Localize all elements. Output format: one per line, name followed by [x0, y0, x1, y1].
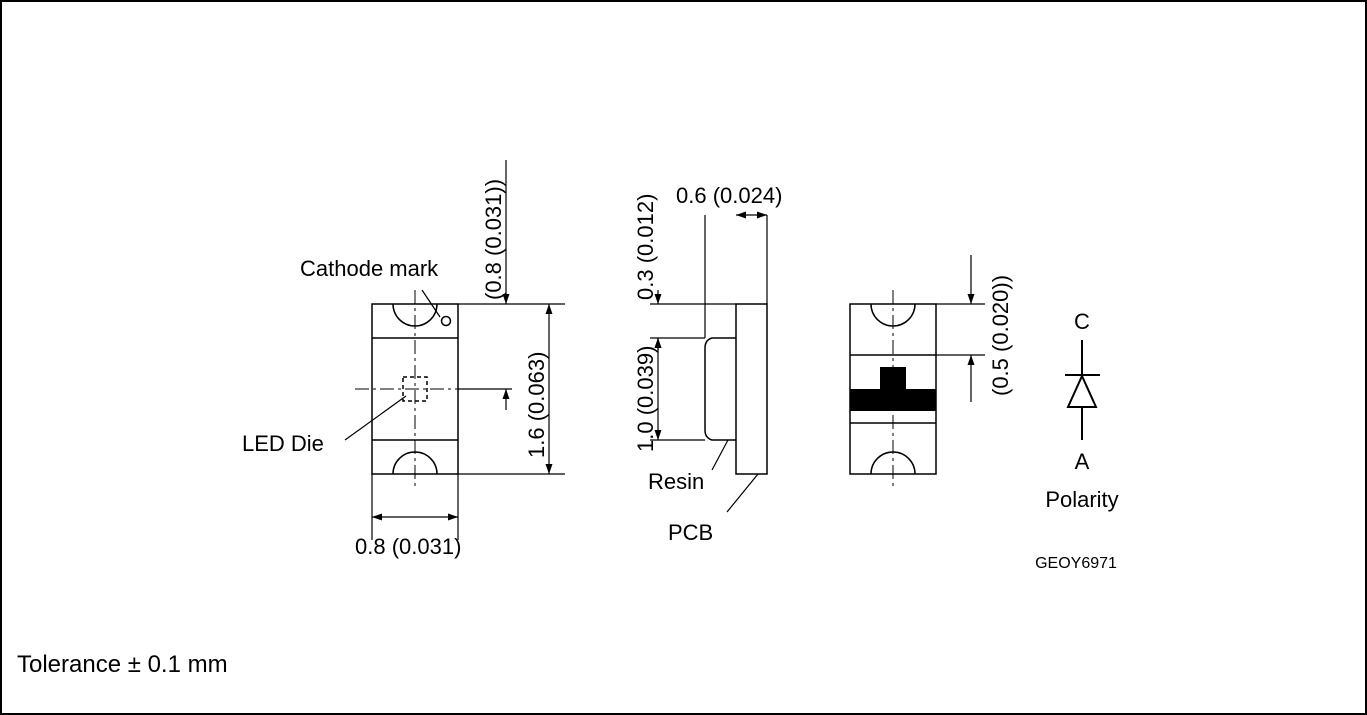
polarity-label: Polarity: [1045, 487, 1118, 512]
pcb-label: PCB: [668, 520, 713, 545]
dim-top-height: (0.8 (0.031)): [481, 179, 506, 300]
dim-pad: (0.5 (0.020)): [988, 275, 1013, 396]
resin-label: Resin: [648, 469, 704, 494]
tolerance-note: Tolerance ± 0.1 mm: [17, 651, 228, 678]
cathode-mark-icon: [440, 315, 452, 327]
top-view: [355, 290, 475, 490]
dim-width-bottom: 0.8 (0.031): [355, 534, 461, 559]
dim-side-width: 0.6 (0.024): [676, 183, 782, 208]
resin-body: [704, 337, 736, 441]
drawing-code: GEOY6971: [1035, 555, 1117, 572]
cathode-mark-label: Cathode mark: [300, 256, 439, 281]
dim-side-top: 0.3 (0.012): [633, 194, 658, 300]
bottom-pad: [850, 367, 936, 411]
led-die-label: LED Die: [242, 431, 324, 456]
diode-polarity-icon: [1065, 340, 1100, 440]
dim-side-height: 1.0 (0.039): [633, 346, 658, 452]
side-view: [704, 303, 768, 475]
pcb-body: [735, 303, 768, 475]
cathode-letter: C: [1074, 309, 1090, 334]
dim-length: 1.6 (0.063): [524, 352, 549, 458]
anode-letter: A: [1075, 449, 1090, 474]
